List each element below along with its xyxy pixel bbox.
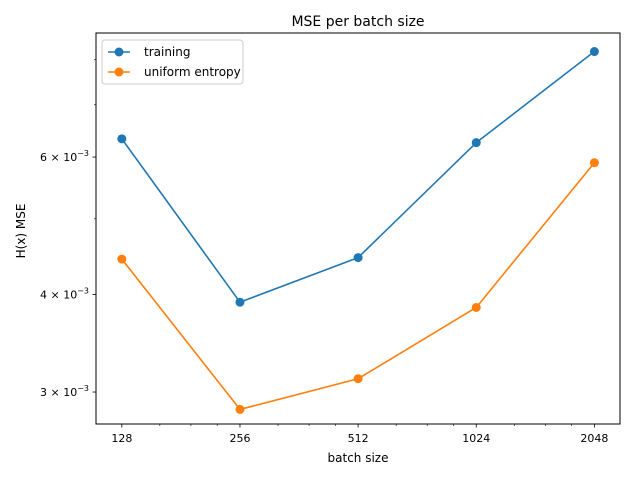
- legend-box: [101, 39, 244, 85]
- legend-entry-uniform-entropy: uniform entropy: [108, 65, 241, 79]
- legend-entry-training: training: [108, 45, 191, 59]
- x-tick-label-2048: 2048: [580, 432, 608, 445]
- data-point-uniform-entropy-128: [117, 254, 127, 264]
- tick-layer: 128 256 512 1024 2048 3 × 10−3 4 × 10−3 6 × 10−…: [40, 59, 608, 445]
- legend-label-uniform-entropy: uniform entropy: [144, 65, 241, 79]
- x-tick-label-256: 256: [229, 432, 250, 445]
- plot-frame: [95, 32, 621, 425]
- x-tick-label-128: 128: [111, 432, 132, 445]
- legend: training uniform entropy: [101, 39, 244, 85]
- series-line-uniform-entropy: [121, 162, 596, 411]
- series-line-training: [121, 50, 595, 304]
- data-point-training-128: [117, 134, 127, 144]
- data-point-training-512: [353, 253, 363, 263]
- y-tick-label-4: 4 × 10−3: [40, 286, 89, 301]
- series-training: [117, 47, 599, 307]
- y-tick-label-6: 6 × 10−3: [40, 149, 89, 164]
- data-point-uniform-entropy-1024: [471, 302, 481, 312]
- series-layer: [117, 47, 599, 414]
- y-tick-label-3: 3 × 10−3: [40, 384, 89, 399]
- data-point-uniform-entropy-512: [353, 374, 363, 384]
- data-point-training-1024: [471, 138, 481, 148]
- series-uniform-entropy: [117, 158, 599, 414]
- chart-title: MSE per batch size: [291, 14, 424, 30]
- legend-marker-uniform-entropy: [114, 67, 124, 77]
- legend-marker-training: [114, 47, 124, 57]
- data-point-training-2048: [589, 47, 599, 57]
- x-tick-label-512: 512: [348, 432, 369, 445]
- data-point-training-256: [235, 297, 245, 307]
- data-point-uniform-entropy-256: [235, 404, 245, 414]
- legend-label-training: training: [144, 45, 191, 59]
- x-tick-label-1024: 1024: [462, 432, 490, 445]
- x-axis-label: batch size: [328, 451, 389, 465]
- data-point-uniform-entropy-2048: [589, 158, 599, 168]
- y-axis-label: H(x) MSE: [14, 204, 28, 259]
